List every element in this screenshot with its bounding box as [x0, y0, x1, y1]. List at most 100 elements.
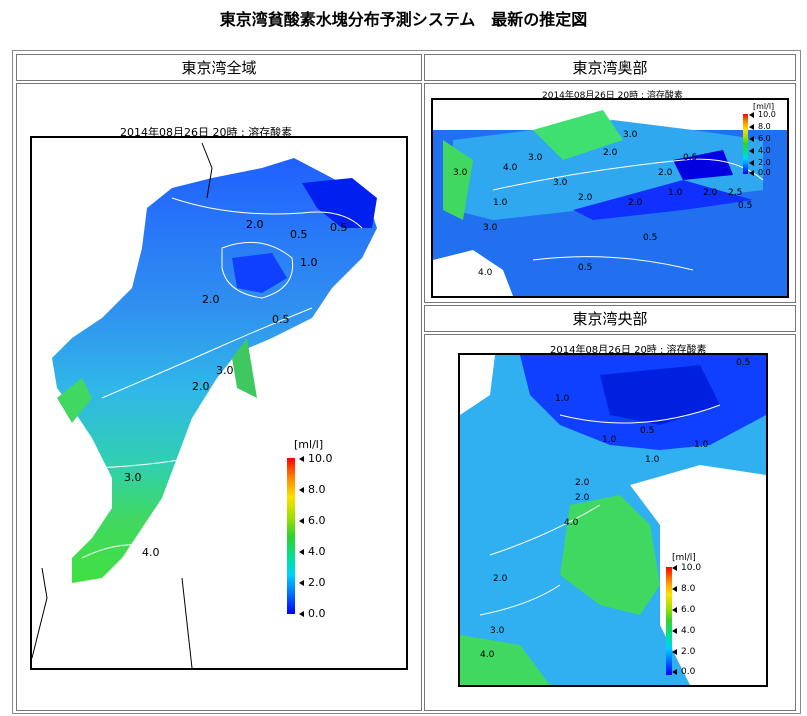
coastline	[32, 142, 213, 668]
legend-tick-label: 0.0	[681, 667, 696, 677]
legend-tick-label: 6.0	[308, 514, 326, 527]
contour-line	[81, 457, 193, 469]
header-whole-bay-label: 東京湾全域	[181, 59, 257, 77]
legend-tick: 10.0	[299, 452, 333, 465]
legend-tick: 0.0	[749, 168, 771, 177]
legend-tick: 8.0	[672, 584, 695, 594]
layout-table: 東京湾全域 東京湾奥部 2014年08月26日 20時 : 溶存酸素	[12, 50, 801, 714]
tick-marker-icon	[749, 111, 754, 118]
legend-tick: 4.0	[299, 545, 326, 558]
contour-label: 2.0	[578, 193, 593, 203]
contour-label: 4.0	[480, 650, 495, 660]
tick-marker-icon	[299, 455, 304, 462]
contour-label: 0.5	[330, 221, 348, 234]
tick-marker-icon	[672, 565, 677, 571]
contour-label: 4.0	[503, 163, 518, 173]
legend-tick-label: 4.0	[758, 146, 771, 155]
legend-unit: [ml/l]	[294, 438, 324, 451]
legend-tick-label: 6.0	[681, 605, 696, 615]
tick-marker-icon	[299, 610, 304, 617]
south-green	[460, 635, 550, 685]
map-inner-bay-graphic: 3.0 3.0 4.0 3.0 3.0 2.0 2.0 2.0 1.0 2.0 …	[433, 110, 787, 296]
contour-label: 2.0	[246, 218, 264, 231]
legend-tick-label: 4.0	[681, 626, 696, 636]
tick-marker-icon	[299, 486, 304, 493]
contour-label: 0.5	[272, 313, 290, 326]
map-caption: 2014年08月26日 20時 : 溶存酸素	[542, 91, 683, 101]
contour-label: 2.0	[493, 574, 508, 584]
contour-label: 3.0	[483, 223, 498, 233]
legend-tick-label: 10.0	[758, 110, 776, 119]
contour-line	[492, 158, 764, 191]
tick-marker-icon	[672, 669, 677, 675]
contour-line	[81, 544, 163, 559]
legend-tick-label: 8.0	[681, 584, 696, 594]
map-caption: 2014年08月26日 20時 : 溶存酸素	[120, 126, 293, 139]
low-oxygen-zone	[302, 178, 377, 228]
contour-label: 2.0	[192, 380, 210, 393]
legend-tick: 2.0	[299, 576, 326, 589]
contour-label: 2.0	[202, 293, 220, 306]
contour-label: 0.5	[683, 153, 697, 163]
tick-marker-icon	[749, 159, 754, 166]
contour-line	[221, 241, 294, 299]
contour-line	[489, 504, 601, 556]
contour-line	[479, 584, 561, 616]
contour-label: 1.0	[493, 198, 508, 208]
tick-marker-icon	[672, 649, 677, 655]
high-oxygen-coast	[57, 378, 92, 423]
tick-marker-icon	[749, 147, 754, 154]
green-coast-north	[533, 110, 623, 160]
contour-label: 4.0	[478, 268, 493, 278]
contour-label: 2.0	[658, 168, 673, 178]
contour-label: 3.0	[623, 130, 638, 140]
contour-label: 1.0	[694, 440, 709, 450]
legend-tick: 8.0	[299, 483, 326, 496]
low-oxygen-core	[600, 365, 720, 425]
low-oxygen-pocket	[673, 150, 733, 180]
tick-marker-icon	[749, 123, 754, 130]
tick-marker-icon	[672, 628, 677, 634]
bay-water	[52, 158, 377, 583]
contour-label: 2.5	[728, 188, 742, 198]
contour-label: 1.0	[645, 455, 660, 465]
green-coast	[560, 495, 660, 615]
map-caption: 2014年08月26日 20時 : 溶存酸素	[550, 345, 707, 356]
legend-tick-label: 0.0	[758, 168, 771, 177]
legend-tick: 4.0	[749, 146, 771, 155]
contour-label: 0.5	[290, 228, 308, 241]
contour-label: 3.0	[553, 178, 568, 188]
map-inner-bay: 3.0 3.0 4.0 3.0 3.0 2.0 2.0 2.0 1.0 2.0 …	[431, 98, 789, 298]
header-inner-bay: 東京湾奥部	[424, 54, 796, 81]
legend-tick-label: 6.0	[758, 134, 771, 143]
land-white	[630, 465, 766, 685]
legend-tick: 0.0	[672, 667, 695, 677]
contour-label: 0.5	[640, 426, 654, 436]
panel-central-bay: 2014年08月26日 20時 : 溶存酸素 0.5 1.0 1.0 0.5 1…	[424, 334, 796, 711]
tick-marker-icon	[299, 517, 304, 524]
legend-tick-label: 4.0	[308, 545, 326, 558]
legend-tick: 6.0	[672, 605, 695, 615]
contour-label: 2.0	[575, 478, 590, 488]
legend-whole-bay: [ml/l] 10.0 8.0 6.0 4.0 2.0 0.0	[282, 438, 392, 638]
contour-label: 0.5	[643, 233, 657, 243]
legend-tick-label: 2.0	[681, 647, 696, 657]
east-coast-green	[232, 338, 257, 398]
legend-unit: [ml/l]	[753, 102, 775, 111]
legend-tick-label: 8.0	[758, 122, 771, 131]
land-white	[433, 250, 513, 296]
contour-label: 1.0	[555, 394, 570, 404]
legend-colorbar	[666, 567, 672, 675]
legend-tick-label: 8.0	[308, 483, 326, 496]
map-whole-bay: 2.0 0.5 0.5 1.0 2.0 0.5 3.0 2.0 3.0 4.0 …	[30, 136, 408, 670]
contour-label: 3.0	[453, 168, 468, 178]
legend-tick: 6.0	[299, 514, 326, 527]
header-central-bay: 東京湾央部	[424, 305, 796, 332]
legend-tick-label: 0.0	[308, 607, 326, 620]
contour-label: 3.0	[490, 626, 505, 636]
contour-line	[559, 404, 721, 424]
legend-tick-label: 2.0	[308, 576, 326, 589]
tick-marker-icon	[299, 548, 304, 555]
legend-central-bay: [ml/l] 10.0 8.0 6.0 4.0 2.0 0.0	[660, 553, 760, 683]
map-whole-bay-graphic: 2.0 0.5 0.5 1.0 2.0 0.5 3.0 2.0 3.0 4.0	[32, 142, 377, 668]
